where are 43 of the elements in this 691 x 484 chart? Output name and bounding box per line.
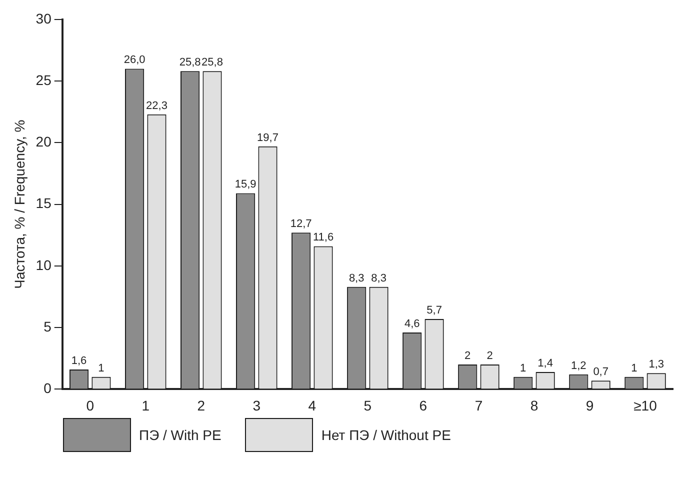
x-tick-label: 1 [142,397,150,414]
data-label: 1,6 [71,355,87,368]
x-tick-label: ≥10 [634,397,658,414]
data-label: 12,7 [290,218,312,230]
y-tick-label: 30 [36,10,52,26]
x-tick-label: 6 [419,397,428,414]
data-label: 26,0 [124,54,146,66]
x-tick-label: 4 [308,397,316,414]
data-label: 11,6 [312,232,334,244]
data-label: 1 [520,362,526,374]
data-label: 1 [98,362,104,374]
data-label: 2 [486,350,493,362]
data-label: 5,7 [426,304,442,316]
data-label: 19,7 [257,132,278,144]
data-label: 25,8 [179,56,201,69]
text: ПЭ / With PE [139,427,222,443]
data-label: 8,3 [348,272,364,284]
data-label: 1 [631,362,638,374]
x-tick-label: 5 [364,397,372,414]
y-tick-label: 15 [36,195,52,212]
data-label: 22,3 [146,100,168,112]
data-label: 25,8 [202,56,223,69]
data-label: 0,7 [593,366,608,378]
x-tick-label: 7 [474,397,483,414]
x-tick-label: 8 [530,397,538,414]
data-label: 15,9 [234,178,256,191]
x-tick-label: 2 [197,397,206,414]
data-label: 1,2 [570,360,586,372]
data-label: 1,3 [648,358,664,371]
data-label: 1,4 [538,357,553,370]
y-tick-label: 25 [36,72,52,88]
y-tick-label: 0 [44,380,52,396]
data-label: 2 [464,350,471,362]
data-label: 8,3 [371,272,386,284]
y-tick-label: 5 [44,318,52,334]
x-tick-label: 3 [252,397,261,414]
y-tick-label: 10 [36,256,52,273]
y-tick-label: 20 [36,134,52,150]
x-tick-label: 0 [86,397,94,414]
x-tick-label: 9 [586,397,594,414]
data-label: 4,6 [404,318,420,330]
y-axis-title: Частота, % / Frequency, % [11,120,28,289]
text: Нет ПЭ / Without PE [321,427,451,443]
